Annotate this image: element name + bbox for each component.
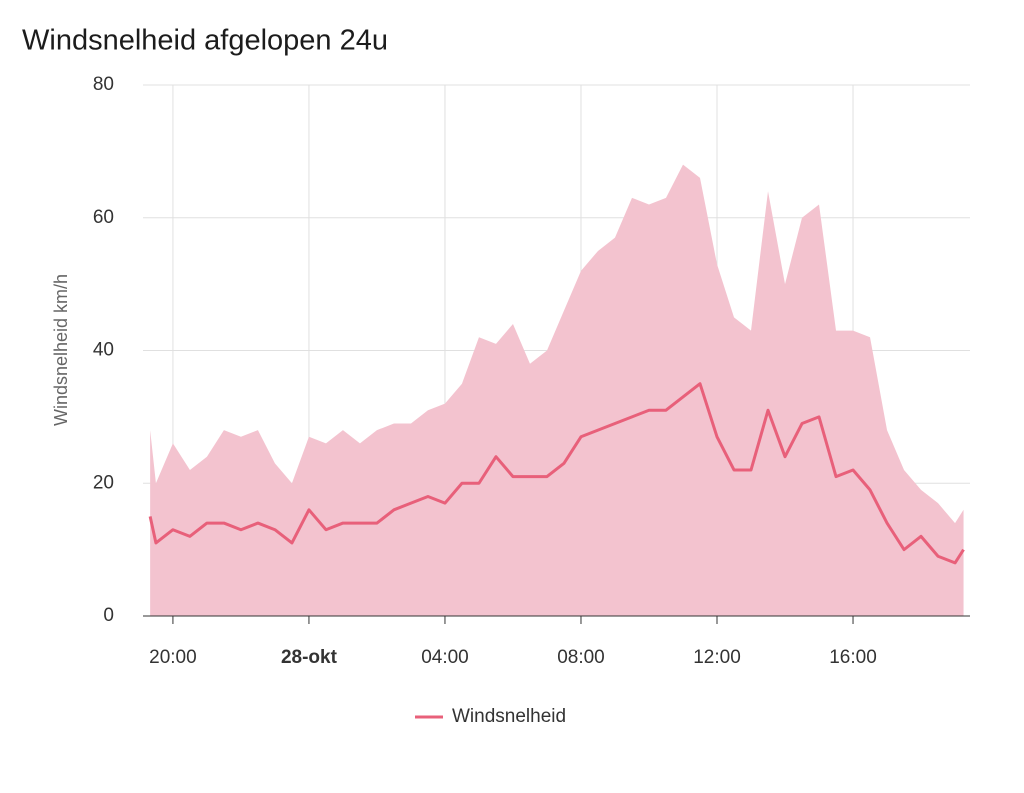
y-tick-label: 40	[93, 340, 114, 361]
y-tick-label: 20	[93, 472, 114, 493]
y-axis-label: Windsnelheid km/h	[51, 274, 71, 426]
legend-label: Windsnelheid	[452, 706, 566, 727]
x-tick-label: 20:00	[149, 647, 197, 668]
x-tick-label: 04:00	[421, 647, 469, 668]
x-tick-label: 28-okt	[281, 647, 338, 668]
y-tick-label: 60	[93, 207, 114, 228]
chart-title: Windsnelheid afgelopen 24u	[22, 25, 388, 57]
y-tick-label: 0	[103, 605, 114, 626]
line	[148, 382, 965, 565]
x-tick-label: 16:00	[829, 647, 877, 668]
x-tick-label: 12:00	[693, 647, 741, 668]
y-tick-label: 80	[93, 74, 114, 95]
x-tick-label: 08:00	[557, 647, 605, 668]
area	[150, 164, 964, 616]
